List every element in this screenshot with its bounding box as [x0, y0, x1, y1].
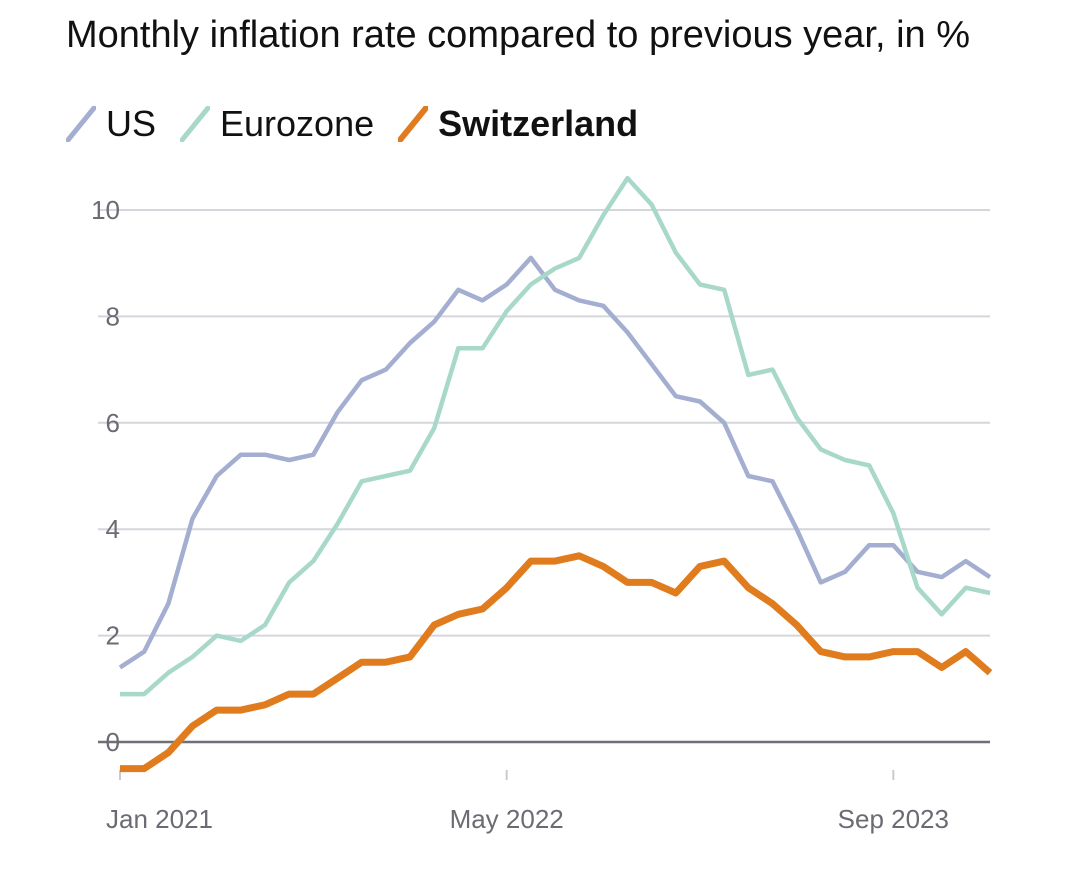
- y-tick-label-2: 2: [106, 621, 120, 651]
- x-tick-label-1: May 2022: [450, 804, 564, 834]
- legend-item-us[interactable]: US: [66, 103, 156, 145]
- legend-swatch-switzerland: [398, 106, 429, 142]
- legend-label-switzerland: Switzerland: [438, 103, 639, 144]
- legend-item-switzerland[interactable]: Switzerland: [398, 103, 638, 145]
- series-line-eurozone: [120, 175, 991, 697]
- x-tick-label-0: Jan 2021: [106, 804, 213, 834]
- legend-swatch-us: [66, 106, 96, 142]
- chart-title: Monthly inflation rate compared to previ…: [66, 14, 971, 56]
- chart-legend: US Eurozone Switzerland: [66, 102, 662, 146]
- legend-item-eurozone[interactable]: Eurozone: [180, 103, 374, 145]
- y-tick-label-6: 6: [106, 408, 120, 438]
- legend-label-eurozone: Eurozone: [220, 103, 375, 144]
- y-tick-label-0: 0: [106, 727, 120, 757]
- y-tick-label-8: 8: [106, 301, 120, 331]
- y-tick-label-4: 4: [106, 514, 120, 544]
- series-line-us: [118, 255, 992, 670]
- y-tick-label-10: 10: [91, 195, 120, 225]
- legend-swatch-eurozone: [180, 106, 211, 142]
- series-line-switzerland: [120, 552, 993, 773]
- legend-label-us: US: [106, 103, 157, 144]
- x-tick-label-2: Sep 2023: [838, 804, 949, 834]
